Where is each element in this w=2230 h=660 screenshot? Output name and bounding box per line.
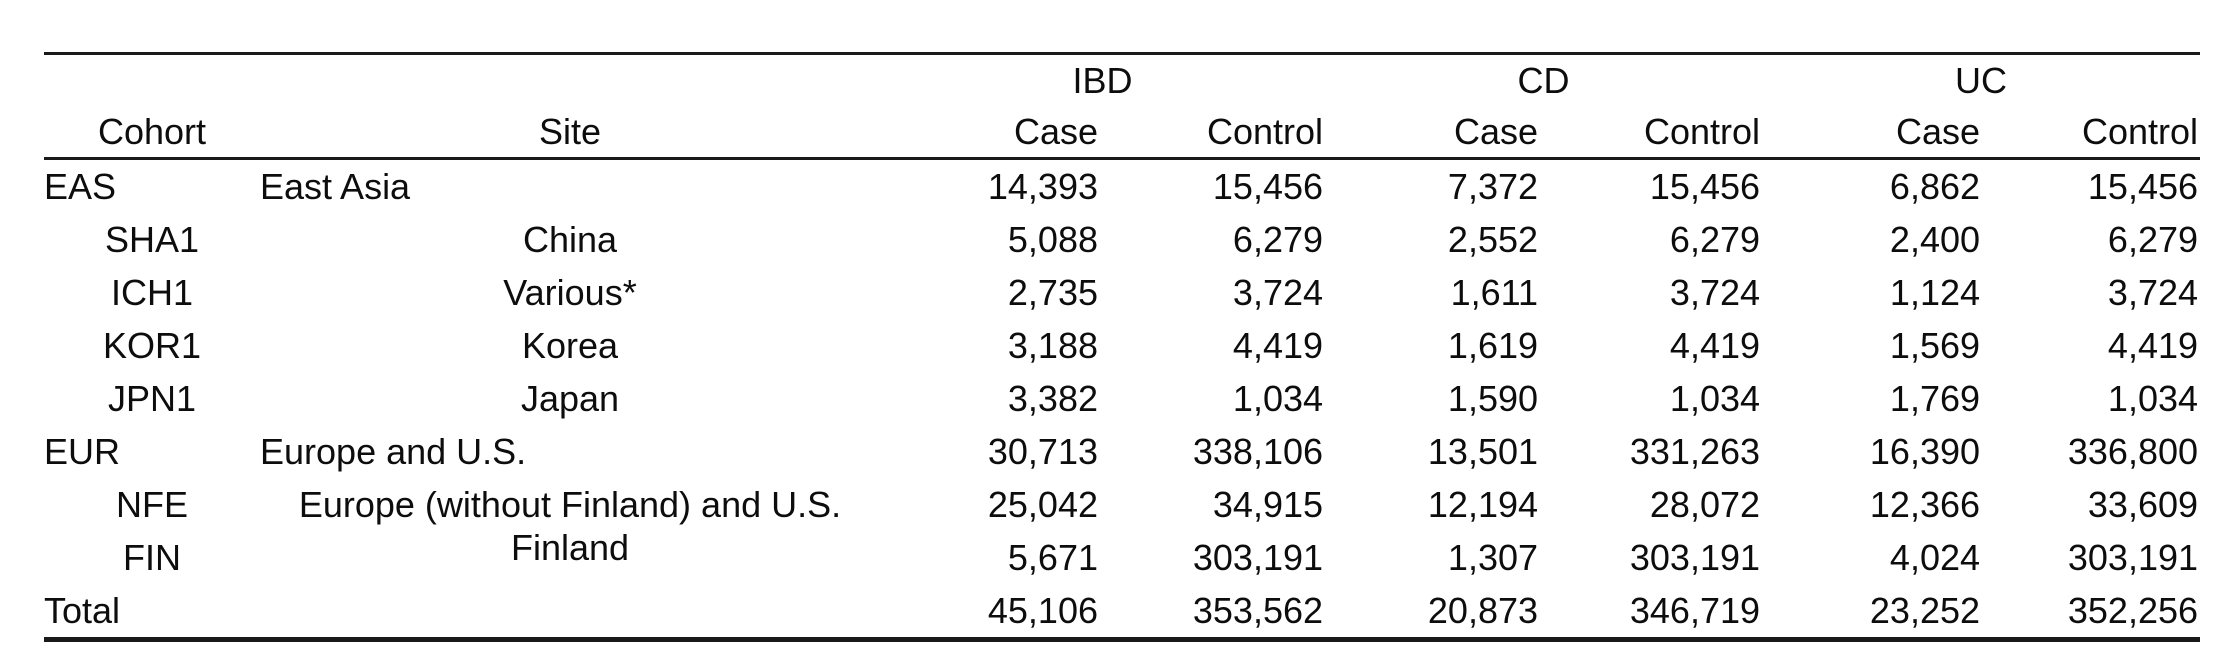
col-header-ibd-control: Control: [1100, 106, 1326, 160]
table-row-eas: EAS East Asia 14,393 15,456 7,372 15,456…: [44, 159, 2200, 214]
table-row-ich1: ICH1 Various* 2,735 3,724 1,611 3,724 1,…: [44, 266, 2200, 319]
cell-cd-control: 28,072: [1649, 483, 1761, 525]
cell-ibd-case: 5,671: [1007, 536, 1098, 578]
cohort-cell: EUR: [44, 430, 121, 472]
cell-uc-control: 15,456: [2087, 165, 2199, 207]
table-row-nfe: NFE Europe (without Finland) and U.S. 25…: [44, 478, 2200, 531]
col-header-ibd-case: Case: [880, 106, 1100, 160]
cell-ibd-control: 4,419: [1232, 324, 1324, 366]
site-cell: Various*: [503, 271, 637, 313]
col-header-uc-control: Control: [1982, 106, 2201, 160]
cohort-summary-table: IBD CD UC Cohort Site Case Control Case …: [44, 52, 2201, 642]
table-row-fin: FIN Finland 5,671 303,191 1,307 303,191 …: [44, 527, 2200, 584]
table-container: IBD CD UC Cohort Site Case Control Case …: [44, 52, 2201, 642]
cell-cd-control: 15,456: [1649, 165, 1761, 207]
cell-ibd-case: 45,106: [987, 589, 1098, 631]
column-header-row: Cohort Site Case Control Case Control Ca…: [44, 106, 2201, 160]
col-header-cd-case: Case: [1325, 106, 1541, 160]
cell-ibd-control: 34,915: [1212, 483, 1324, 525]
cell-uc-case: 2,400: [1889, 218, 1981, 260]
cell-uc-case: 23,252: [1869, 589, 1981, 631]
table-row-kor1: KOR1 Korea 3,188 4,419 1,619 4,419 1,569…: [44, 319, 2200, 372]
cell-ibd-control: 6,279: [1232, 218, 1324, 260]
cell-ibd-control: 1,034: [1232, 377, 1324, 419]
group-header-cd: CD: [1517, 59, 1570, 101]
cell-uc-control: 4,419: [2107, 324, 2199, 366]
site-cell: Europe (without Finland) and U.S.: [298, 483, 842, 525]
site-cell: China: [522, 218, 618, 260]
cell-ibd-case: 30,713: [987, 430, 1098, 472]
cell-uc-case: 6,862: [1889, 165, 1981, 207]
cell-cd-control: 4,419: [1669, 324, 1761, 366]
col-header-uc-case: Case: [1762, 106, 1983, 160]
group-header-row: IBD CD UC: [44, 54, 2200, 107]
cell-ibd-control: 303,191: [1192, 536, 1324, 578]
col-header-cd-control: Control: [1540, 106, 1763, 160]
site-cell: Korea: [521, 324, 619, 366]
cell-cd-control: 331,263: [1629, 430, 1761, 472]
col-header-site: Site: [260, 106, 880, 160]
cohort-cell: SHA1: [104, 218, 200, 260]
site-cell: [260, 584, 880, 640]
table-row-total: Total 45,106 353,562 20,873 346,719 23,2…: [44, 584, 2200, 640]
cohort-cell: FIN: [123, 536, 181, 578]
cell-cd-case: 12,194: [1427, 483, 1539, 525]
table-row-jpn1: JPN1 Japan 3,382 1,034 1,590 1,034 1,769…: [44, 372, 2200, 425]
cell-uc-case: 4,024: [1889, 536, 1981, 578]
cell-ibd-case: 3,382: [1007, 377, 1098, 419]
cohort-cell: JPN1: [107, 377, 197, 419]
cell-uc-control: 1,034: [2107, 377, 2199, 419]
cell-uc-control: 303,191: [2067, 536, 2199, 578]
cell-uc-control: 6,279: [2107, 218, 2199, 260]
cell-uc-case: 12,366: [1869, 483, 1981, 525]
cell-cd-control: 6,279: [1669, 218, 1761, 260]
col-header-cohort: Cohort: [44, 106, 260, 160]
cell-ibd-case: 5,088: [1007, 218, 1098, 260]
cell-uc-case: 1,769: [1889, 377, 1981, 419]
cohort-cell: ICH1: [110, 271, 194, 313]
table-row-sha1: SHA1 China 5,088 6,279 2,552 6,279 2,400…: [44, 213, 2200, 266]
cell-cd-case: 1,307: [1447, 536, 1539, 578]
cohort-cell: Total: [44, 589, 121, 631]
cell-uc-case: 16,390: [1869, 430, 1981, 472]
cohort-cell: NFE: [116, 483, 188, 525]
cell-cd-case: 1,590: [1447, 377, 1539, 419]
cell-cd-case: 7,372: [1447, 165, 1539, 207]
cell-uc-control: 33,609: [2087, 483, 2199, 525]
site-label: Finland: [510, 526, 630, 568]
group-header-spacer: [44, 54, 880, 107]
cell-ibd-case: 2,735: [1007, 271, 1098, 313]
cell-ibd-control: 3,724: [1232, 271, 1324, 313]
cell-uc-case: 1,569: [1889, 324, 1981, 366]
cell-uc-control: 336,800: [2067, 430, 2199, 472]
group-header-uc: UC: [1955, 59, 2008, 101]
cell-uc-control: 3,724: [2107, 271, 2199, 313]
cell-cd-case: 2,552: [1447, 218, 1539, 260]
group-header-ibd: IBD: [1072, 59, 1133, 101]
cell-ibd-case: 14,393: [987, 165, 1098, 207]
cohort-cell: EAS: [44, 165, 117, 207]
site-cell: Finland: [260, 527, 880, 584]
cell-cd-control: 346,719: [1629, 589, 1761, 631]
cell-ibd-control: 353,562: [1192, 589, 1324, 631]
cell-cd-case: 13,501: [1427, 430, 1539, 472]
cell-cd-case: 1,611: [1450, 271, 1539, 313]
cohort-cell: KOR1: [102, 324, 202, 366]
cell-ibd-control: 15,456: [1212, 165, 1324, 207]
cell-cd-control: 1,034: [1669, 377, 1761, 419]
site-cell: East Asia: [260, 165, 411, 207]
cell-cd-case: 20,873: [1427, 589, 1539, 631]
cell-ibd-control: 338,106: [1192, 430, 1324, 472]
cell-cd-control: 3,724: [1669, 271, 1761, 313]
cell-ibd-case: 3,188: [1007, 324, 1098, 366]
cell-uc-control: 352,256: [2067, 589, 2199, 631]
table-row-eur: EUR Europe and U.S. 30,713 338,106 13,50…: [44, 425, 2200, 478]
cell-ibd-case: 25,042: [987, 483, 1098, 525]
site-cell: Japan: [520, 377, 620, 419]
cell-cd-control: 303,191: [1629, 536, 1761, 578]
site-cell: Europe and U.S.: [260, 430, 527, 472]
cell-uc-case: 1,124: [1889, 271, 1981, 313]
cell-cd-case: 1,619: [1447, 324, 1539, 366]
